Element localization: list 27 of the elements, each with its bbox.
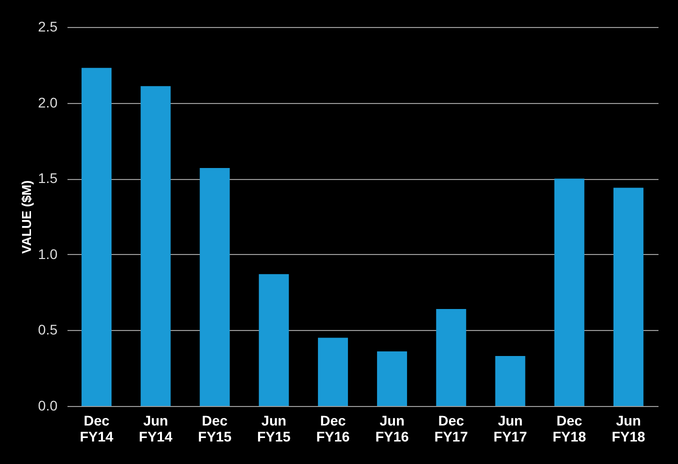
x-tick-label: Dec FY16 [316,412,350,444]
bar [140,86,171,406]
y-tick-label: 0.0 [38,398,58,414]
x-tick-label: Dec FY15 [198,412,232,444]
y-tick-label: 1.0 [38,246,58,262]
bar [200,168,230,406]
x-tick-label: Jun FY16 [375,412,409,444]
y-tick-label: 0.5 [38,322,58,338]
x-tick-label: Jun FY14 [138,412,173,444]
x-tick-label: Jun FY18 [612,412,646,444]
y-tick-label: 2.0 [38,94,58,110]
bar [554,178,584,406]
bar [258,274,289,406]
x-tick-label: Dec FY17 [434,412,468,444]
x-tick-label: Dec FY18 [552,412,586,444]
x-tick-label: Jun FY15 [257,412,291,444]
x-tick-label: Dec FY14 [80,412,114,444]
y-tick-label: 1.5 [38,170,58,186]
bar [318,338,348,406]
bar [82,68,112,406]
x-tick-label: Jun FY17 [494,412,528,444]
bar [495,356,526,406]
bar [613,188,644,406]
bar [436,308,466,406]
y-tick-label: 2.5 [38,18,58,34]
bar [377,351,408,406]
y-axis-title: VALUE ($M) [19,180,34,254]
